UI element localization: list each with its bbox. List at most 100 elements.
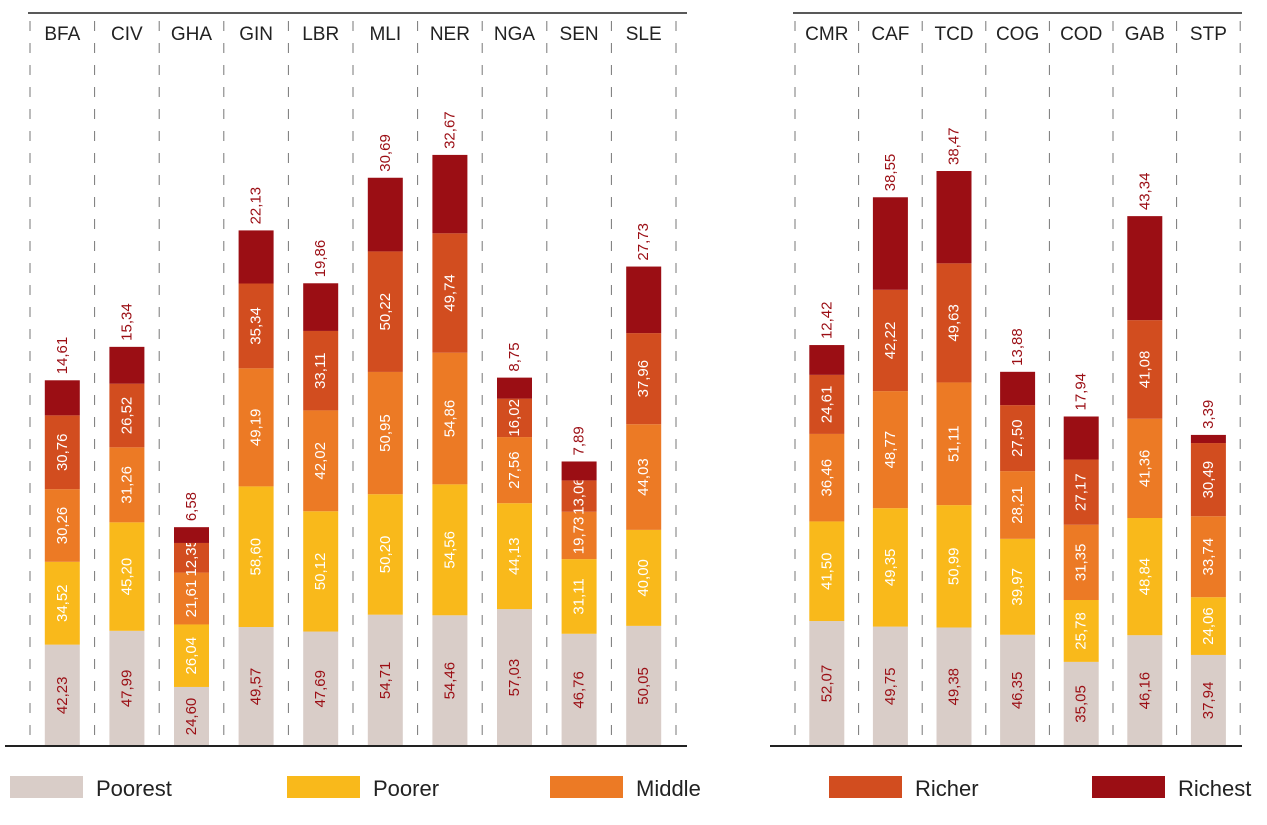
value-label: 27,56 — [506, 451, 523, 489]
value-label: 44,03 — [635, 458, 652, 496]
bar-segment-poorest — [936, 627, 972, 746]
bar-segment-poorer — [561, 559, 597, 634]
bar-segment-poorest — [432, 615, 468, 746]
value-label: 26,04 — [183, 637, 200, 675]
value-label: 13,88 — [1009, 328, 1026, 366]
value-label: 28,21 — [1009, 486, 1026, 524]
bar-segment-poorest — [367, 614, 403, 746]
bar-segment-poorest — [1000, 634, 1036, 746]
value-label: 47,99 — [118, 670, 135, 708]
bar-segment-richest — [432, 154, 468, 234]
bar-segment-poorest — [1063, 661, 1099, 746]
bar-segment-middle — [367, 371, 403, 495]
value-label: 30,49 — [1200, 461, 1217, 499]
bar-segment-richest — [174, 527, 209, 543]
value-label: 21,61 — [183, 580, 200, 618]
value-label: 12,35 — [183, 539, 200, 577]
value-label: 30,76 — [54, 433, 71, 471]
bar-segment-middle — [109, 447, 145, 523]
value-label: 49,35 — [882, 549, 899, 587]
bar-segment-richest — [936, 171, 972, 264]
bar-segment-middle — [432, 352, 468, 485]
value-label: 50,05 — [635, 667, 652, 705]
value-label: 54,86 — [441, 400, 458, 438]
value-label: 17,94 — [1073, 373, 1090, 411]
bar-segment-middle — [1127, 418, 1163, 518]
category-label: CIV — [111, 24, 143, 45]
bar-segment-middle — [1190, 516, 1226, 598]
value-label: 54,71 — [377, 662, 394, 700]
value-label: 41,08 — [1136, 351, 1153, 389]
category-label: CAF — [871, 24, 909, 45]
value-label: 58,60 — [248, 538, 265, 576]
value-label: 57,03 — [506, 659, 523, 697]
value-label: 31,26 — [118, 466, 135, 504]
value-label: 8,75 — [506, 342, 523, 371]
bar-segment-middle — [872, 391, 908, 509]
value-label: 33,11 — [312, 352, 329, 388]
category-label: MLI — [369, 24, 401, 45]
chart-panel-2: CMR 52,07 41,50 36,46 24,61 12,42 CAF 49,75 49,3… — [770, 12, 1242, 747]
bar-segment-poorest — [1190, 654, 1226, 746]
bar-segment-poorest — [238, 627, 274, 746]
value-label: 49,63 — [946, 304, 963, 342]
category-label: NER — [430, 24, 470, 45]
value-label: 24,06 — [1200, 607, 1217, 645]
bar-segment-richest — [1063, 416, 1099, 460]
value-label: 44,13 — [506, 537, 523, 575]
bar-segment-poorer — [238, 486, 274, 628]
bar-segment-poorer — [44, 561, 80, 645]
bar-segment-richest — [367, 177, 403, 252]
bar-segment-richest — [561, 461, 597, 481]
value-label: 16,02 — [506, 399, 523, 437]
bar-segment-richer — [1000, 405, 1036, 472]
value-label: 24,61 — [818, 386, 835, 424]
legend-label-richer: Richer — [915, 776, 979, 801]
bar-segment-middle — [561, 511, 597, 560]
value-label: 31,11 — [571, 578, 588, 614]
bar-segment-poorest — [561, 633, 597, 746]
value-label: 50,95 — [377, 414, 394, 452]
category-label: NGA — [494, 24, 536, 45]
bar-segment-richer — [109, 383, 145, 448]
category-label: LBR — [302, 24, 339, 45]
value-label: 22,13 — [248, 187, 265, 225]
legend-swatch-poorer — [287, 776, 360, 798]
bar-segment-middle — [238, 368, 274, 487]
value-label: 47,69 — [312, 670, 329, 708]
bar-segment-richer — [561, 480, 597, 512]
value-label: 49,74 — [441, 274, 458, 312]
legend-swatch-richer — [829, 776, 902, 798]
bar-segment-richer — [238, 283, 274, 369]
bar-segment-richer — [1127, 320, 1163, 419]
bar-segment-richest — [303, 283, 339, 331]
bar-segment-poorer — [1190, 597, 1226, 655]
value-label: 12,42 — [818, 302, 835, 340]
bar-segment-poorer — [809, 521, 845, 622]
bar-segment-richest — [626, 266, 662, 334]
value-label: 25,78 — [1073, 612, 1090, 650]
chart-panel-1: BFA 42,23 34,52 30,26 30,76 14,61 CIV 47,99 45,2… — [5, 12, 687, 747]
value-label: 27,17 — [1073, 473, 1090, 511]
value-label: 19,73 — [571, 517, 588, 555]
value-label: 41,50 — [818, 552, 835, 590]
value-label: 46,35 — [1009, 672, 1026, 710]
value-label: 37,96 — [635, 360, 652, 398]
bar-segment-richest — [238, 230, 274, 284]
bar-segment-richer — [872, 289, 908, 392]
value-label: 48,77 — [882, 431, 899, 469]
value-label: 46,16 — [1136, 672, 1153, 710]
value-label: 46,76 — [571, 671, 588, 709]
bar-segment-poorest — [174, 686, 209, 746]
value-label: 49,57 — [248, 668, 265, 706]
bar-segment-middle — [626, 424, 662, 530]
value-label: 30,26 — [54, 507, 71, 545]
bar-segment-poorer — [626, 529, 662, 626]
category-label: COD — [1060, 24, 1102, 45]
bar-segment-richest — [1190, 434, 1226, 444]
bar-segment-poorer — [872, 508, 908, 627]
value-label: 35,05 — [1073, 685, 1090, 723]
bar-segment-middle — [1000, 471, 1036, 539]
bar-segment-middle — [174, 572, 209, 625]
value-label: 49,75 — [882, 668, 899, 706]
